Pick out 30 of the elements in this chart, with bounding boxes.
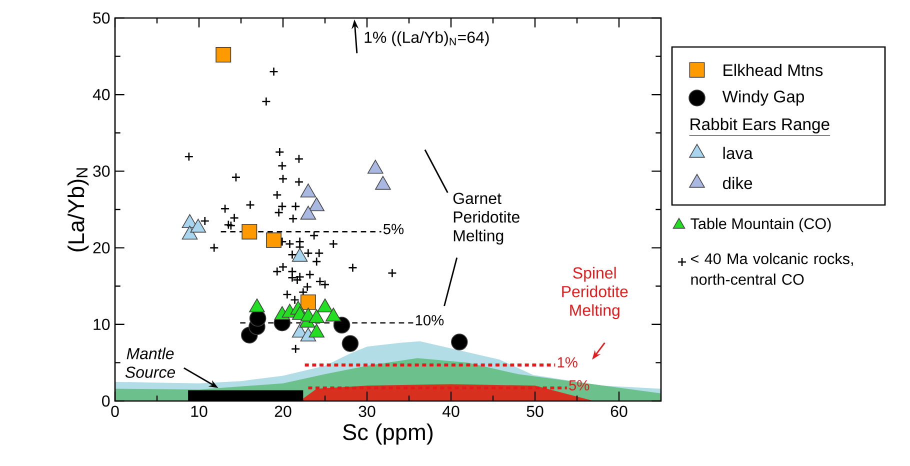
y-axis-title: (La/Yb)$_{N}$ — [68, 168, 89, 252]
legend-label: < 40 Ma volcanic rocks, north-central CO — [691, 252, 853, 285]
x-tick-label: 40 — [442, 406, 460, 418]
series-label: 5% — [569, 380, 590, 390]
y-tick-label: 20 — [93, 242, 110, 254]
annotation: Mantle Source — [125, 347, 176, 378]
y-tick-label: 40 — [92, 88, 110, 100]
series-label: 10% — [416, 315, 444, 326]
x-tick-label: 30 — [358, 406, 376, 418]
y-tick-label: 50 — [93, 12, 110, 24]
series-label: 1% — [558, 357, 578, 368]
legend-label: Windy Gap — [722, 90, 804, 106]
y-tick-label: 0 — [102, 395, 110, 407]
annotation: 1% ((La/Yb)$_{N}$=64) — [364, 31, 489, 46]
legend-label: lava — [723, 146, 753, 160]
y-tick-label: 10 — [94, 318, 110, 330]
legend-label: Table Mountain (CO) — [690, 218, 831, 232]
x-tick-label: 0 — [111, 406, 119, 418]
y-tick-label: 30 — [93, 166, 110, 177]
series-label: 5% — [383, 224, 404, 234]
x-tick-label: 20 — [274, 406, 292, 418]
legend-label: dike — [722, 176, 752, 190]
x-tick-label: 50 — [526, 406, 544, 418]
annotation: Garnet Peridotite Melting — [453, 192, 520, 245]
annotation: Spinel Peridotite Melting — [562, 266, 628, 320]
x-tick-label: 60 — [610, 406, 628, 418]
legend-title: Rabbit Ears Range — [690, 118, 830, 134]
x-axis-title: Sc (ppm) — [343, 424, 433, 445]
legend-label: Elkhead Mtns — [724, 64, 823, 76]
x-tick-label: 10 — [191, 406, 208, 418]
